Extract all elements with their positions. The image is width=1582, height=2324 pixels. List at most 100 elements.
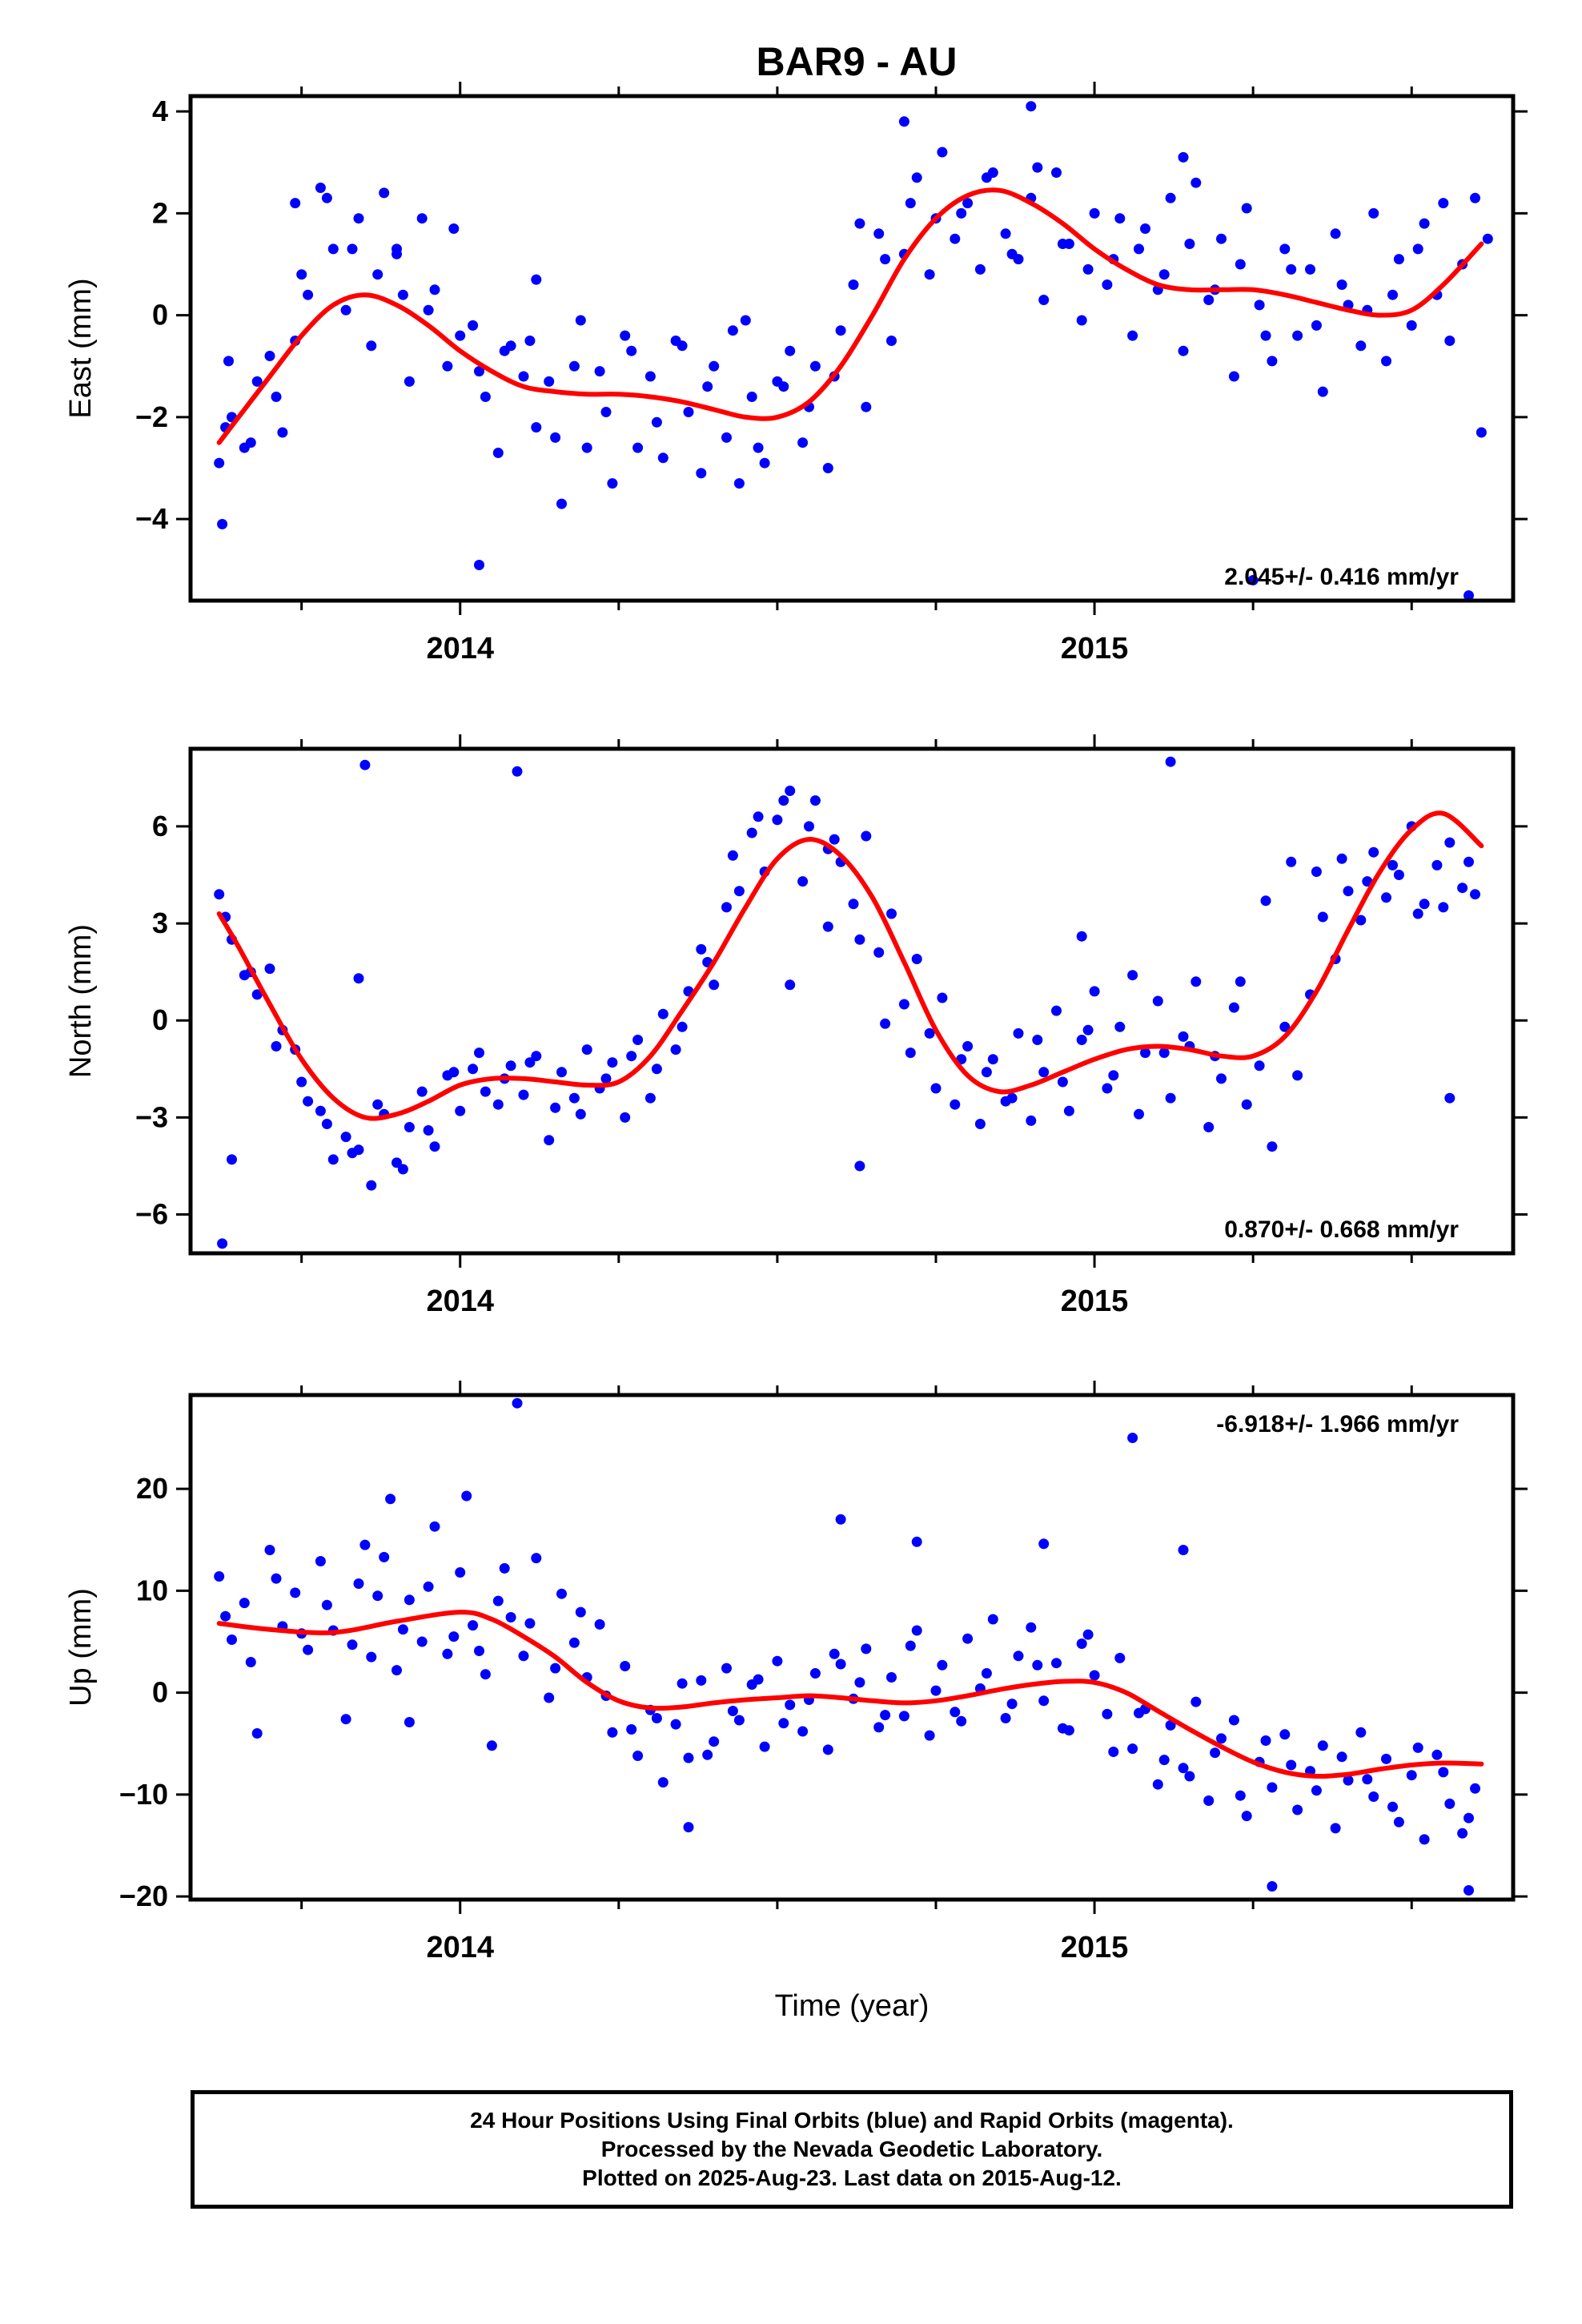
up-data-point [1184, 1771, 1195, 1782]
north-xtick-label: 2015 [1061, 1285, 1129, 1318]
east-data-point [620, 330, 631, 341]
north-data-point [924, 1027, 935, 1039]
north-data-point [1178, 1031, 1189, 1042]
up-data-point [1279, 1729, 1291, 1740]
east-data-point [727, 325, 738, 336]
up-data-point [1152, 1779, 1163, 1790]
north-data-point [271, 1041, 282, 1051]
east-data-point [848, 279, 859, 290]
up-data-point [873, 1722, 885, 1733]
up-data-point [1330, 1823, 1341, 1834]
east-data-point [785, 345, 796, 356]
up-data-point [372, 1590, 383, 1602]
up-data-point [1051, 1658, 1062, 1669]
east-data-point [1393, 254, 1404, 265]
north-data-point [1158, 1047, 1170, 1059]
east-data-point [797, 437, 809, 448]
east-data-point [835, 325, 846, 336]
east-data-point [607, 478, 618, 489]
up-plot-frame [188, 1393, 1516, 1902]
east-data-point [321, 192, 332, 203]
north-data-point [709, 979, 720, 991]
up-ytick-label: 0 [152, 1676, 168, 1709]
north-data-point [1089, 986, 1100, 997]
up-data-point [505, 1612, 516, 1622]
east-data-point [1330, 228, 1341, 239]
up-data-point [905, 1640, 916, 1651]
up-data-point [987, 1614, 998, 1625]
east-data-point [568, 360, 580, 372]
up-data-point [575, 1606, 586, 1618]
east-data-point [696, 468, 707, 479]
east-data-point [956, 207, 967, 219]
up-data-point [321, 1599, 332, 1610]
east-data-point [303, 289, 314, 300]
north-data-point [404, 1122, 415, 1132]
east-xtick-label: 2014 [426, 632, 494, 665]
north-data-point [854, 934, 865, 945]
north-data-point [1254, 1060, 1265, 1072]
north-data-point [822, 921, 833, 932]
up-data-point [531, 1553, 542, 1564]
north-plot-frame [188, 746, 1516, 1256]
up-data-point [778, 1718, 789, 1729]
up-data-point [353, 1578, 364, 1589]
up-data-point [709, 1736, 720, 1747]
east-data-point [524, 336, 536, 346]
up-data-point [829, 1648, 840, 1659]
east-data-point [1247, 575, 1259, 585]
north-data-point [696, 943, 707, 955]
north-fit-curve [216, 810, 1484, 1121]
east-data-point [626, 345, 637, 356]
north-data-point [600, 1073, 612, 1084]
north-data-point [905, 1047, 916, 1059]
east-data-point [1057, 239, 1068, 249]
north-data-point [848, 899, 859, 910]
east-data-point [1406, 320, 1417, 331]
east-data-point [1241, 203, 1252, 214]
up-data-point [861, 1643, 872, 1655]
east-data-point [290, 198, 301, 209]
east-data-point [1305, 263, 1315, 275]
east-data-point [372, 269, 383, 280]
up-xtick-label: 2014 [426, 1931, 494, 1964]
east-data-point [468, 320, 479, 331]
east-data-point [474, 560, 484, 570]
up-data-point [1470, 1783, 1480, 1794]
up-data-point [835, 1659, 846, 1670]
north-data-point [505, 1060, 516, 1072]
north-data-point [1076, 931, 1087, 942]
east-data-point [575, 315, 586, 326]
east-data-point [981, 172, 992, 183]
up-data-point [1032, 1659, 1043, 1671]
up-data-point [214, 1571, 225, 1582]
east-data-point [905, 198, 916, 209]
east-data-point [480, 392, 491, 402]
east-data-point [1438, 198, 1449, 209]
east-data-point [1051, 167, 1062, 178]
north-rate-label: 0.870+/- 0.668 mm/yr [1224, 1216, 1459, 1243]
up-data-point [1026, 1622, 1037, 1633]
east-data-point [1184, 239, 1195, 249]
north-data-point [1311, 866, 1322, 877]
up-data-point [1381, 1753, 1391, 1764]
east-data-point [1381, 356, 1391, 367]
up-data-point [981, 1668, 992, 1679]
east-data-point [416, 213, 428, 224]
up-data-point [556, 1588, 567, 1599]
north-data-point [1464, 856, 1474, 867]
up-data-point [1158, 1755, 1170, 1766]
north-data-point [448, 1067, 460, 1078]
east-data-point [217, 519, 228, 529]
up-data-point [753, 1674, 764, 1685]
north-data-point [962, 1041, 974, 1051]
up-data-point [1355, 1727, 1367, 1738]
north-data-point [632, 1035, 644, 1045]
up-ylabel: Up (mm) [64, 1588, 98, 1707]
north-data-point [327, 1154, 339, 1165]
up-data-point [448, 1631, 460, 1642]
east-data-point [474, 366, 484, 377]
north-data-point [1267, 1141, 1278, 1152]
east-data-point [644, 371, 656, 382]
footer-info-box: 24 Hour Positions Using Final Orbits (bl… [191, 2090, 1513, 2209]
